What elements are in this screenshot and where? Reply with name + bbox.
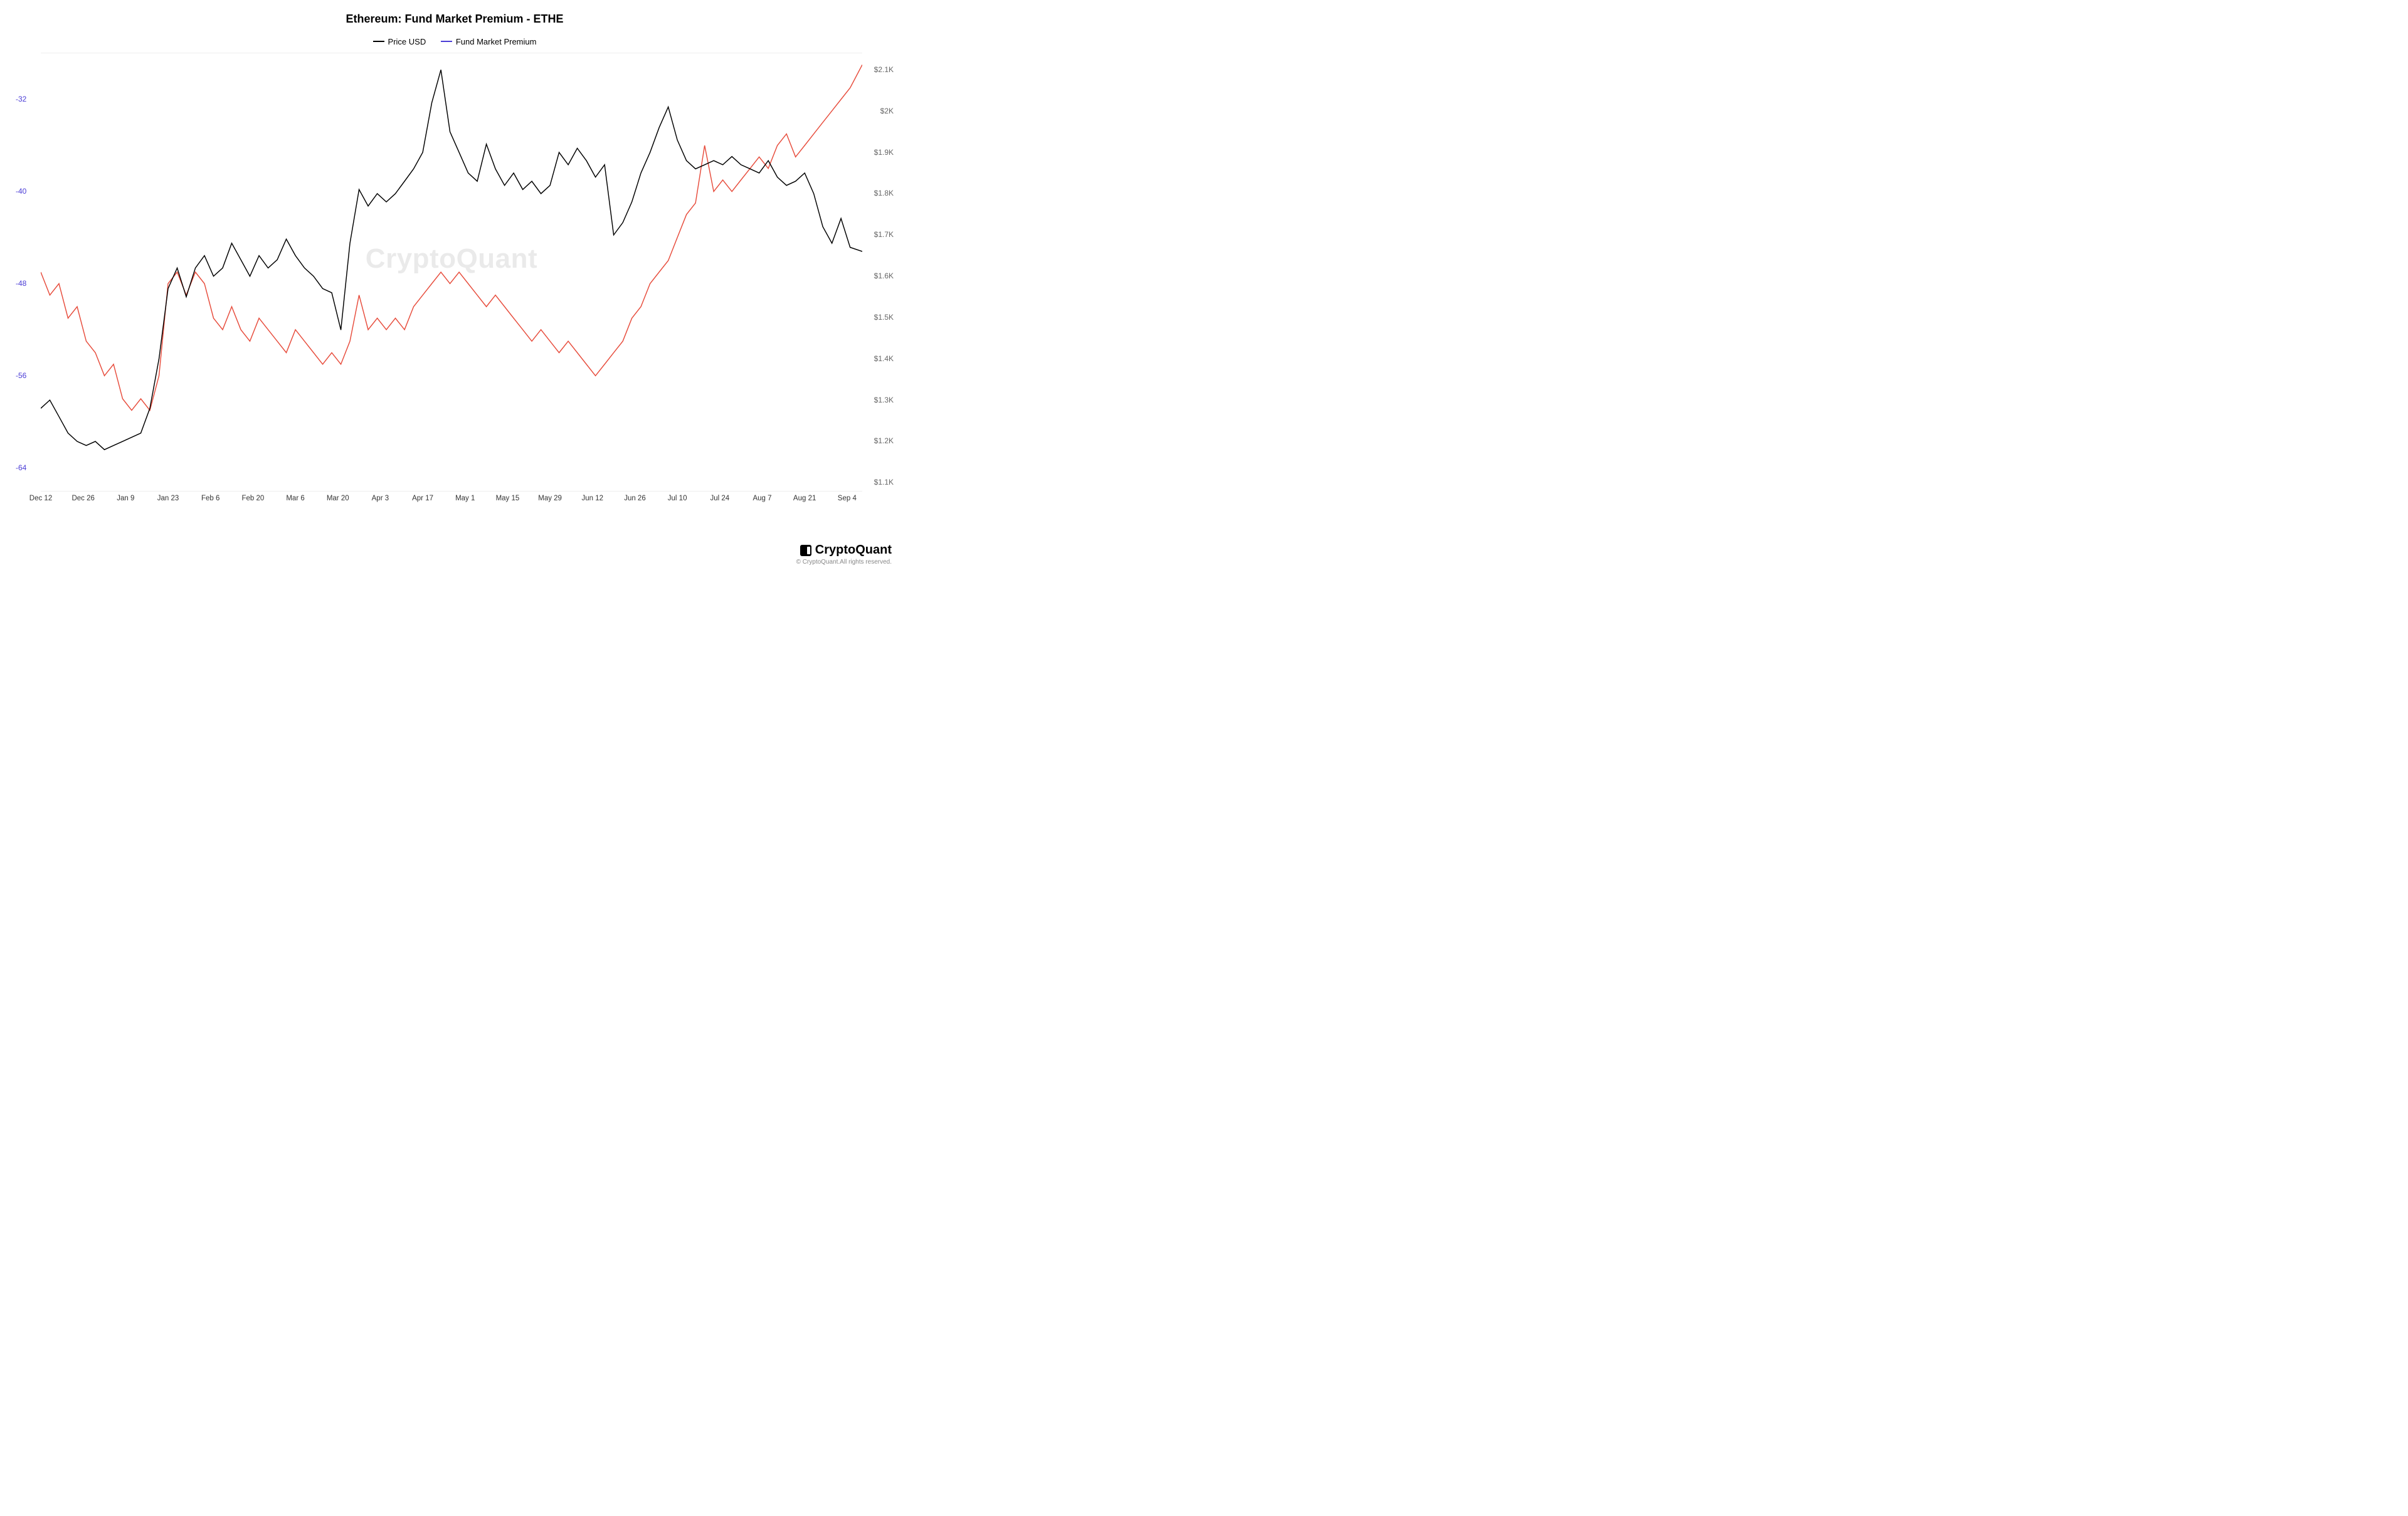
x-tick: Jun 26 <box>624 495 646 502</box>
chart-title: Ethereum: Fund Market Premium - ETHE <box>13 13 897 26</box>
y-left-tick: -56 <box>16 371 26 380</box>
chart-legend: Price USD Fund Market Premium <box>13 34 897 46</box>
x-tick: Jan 23 <box>157 495 179 502</box>
x-tick: Dec 26 <box>71 495 94 502</box>
y-left-tick: -48 <box>16 279 26 288</box>
x-tick: May 29 <box>538 495 562 502</box>
x-tick: Mar 20 <box>327 495 349 502</box>
x-tick: Jul 10 <box>668 495 687 502</box>
x-tick: May 15 <box>496 495 520 502</box>
series-price-line <box>41 70 862 450</box>
x-tick: Jul 24 <box>710 495 729 502</box>
attribution: CryptoQuant © CryptoQuant.All rights res… <box>796 543 892 566</box>
x-tick: Sep 4 <box>838 495 857 502</box>
x-tick: Mar 6 <box>286 495 304 502</box>
y-right-tick: $1.8K <box>874 189 894 197</box>
legend-label-price: Price USD <box>388 37 426 46</box>
y-right-tick: $1.9K <box>874 148 894 157</box>
legend-item-premium: Fund Market Premium <box>441 37 537 46</box>
legend-swatch-price <box>373 41 384 42</box>
legend-item-price: Price USD <box>373 37 426 46</box>
x-tick: Feb 20 <box>241 495 264 502</box>
x-tick: May 1 <box>455 495 475 502</box>
y-right-tick: $1.1K <box>874 478 894 487</box>
y-right-tick: $1.2K <box>874 436 894 445</box>
brand-text: CryptoQuant <box>815 543 892 557</box>
x-tick: Apr 17 <box>412 495 433 502</box>
x-tick: Aug 7 <box>752 495 771 502</box>
y-right-tick: $1.6K <box>874 271 894 280</box>
y-right-tick: $2K <box>880 107 894 115</box>
copyright: © CryptoQuant.All rights reserved. <box>796 559 892 566</box>
y-right-tick: $1.3K <box>874 396 894 404</box>
x-tick: Aug 21 <box>793 495 816 502</box>
plot-frame: CryptoQuant -64-56-48-40-32$1.1K$1.2K$1.… <box>41 53 862 492</box>
plot-area[interactable]: -64-56-48-40-32$1.1K$1.2K$1.3K$1.4K$1.5K… <box>41 53 862 491</box>
y-left-tick: -40 <box>16 187 26 196</box>
brand-logo-icon <box>800 545 811 556</box>
x-tick: Jan 9 <box>117 495 134 502</box>
y-left-tick: -64 <box>16 463 26 472</box>
x-tick: Apr 3 <box>372 495 389 502</box>
x-tick: Jun 12 <box>582 495 604 502</box>
y-right-tick: $2.1K <box>874 65 894 74</box>
y-right-tick: $1.5K <box>874 313 894 322</box>
brand: CryptoQuant <box>796 543 892 557</box>
chart-container: Ethereum: Fund Market Premium - ETHE Pri… <box>13 13 897 558</box>
legend-swatch-premium <box>441 41 452 42</box>
series-premium-line <box>41 65 862 410</box>
x-tick: Feb 6 <box>201 495 219 502</box>
x-tick: Dec 12 <box>29 495 52 502</box>
y-left-tick: -32 <box>16 95 26 103</box>
legend-label-premium: Fund Market Premium <box>456 37 537 46</box>
y-right-tick: $1.4K <box>874 354 894 363</box>
y-right-tick: $1.7K <box>874 230 894 239</box>
